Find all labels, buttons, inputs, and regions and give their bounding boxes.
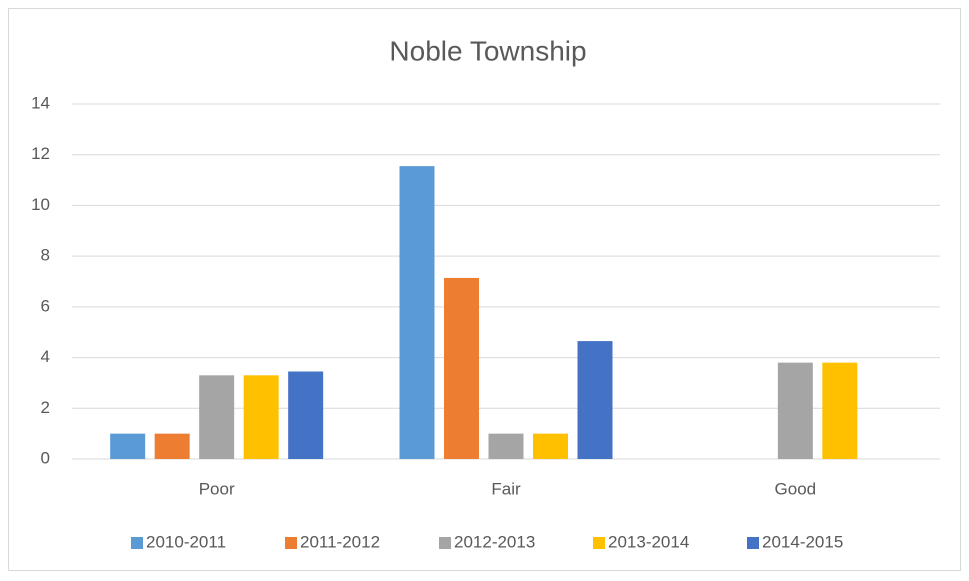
y-tick-label: 2	[41, 398, 50, 417]
legend-label: 2011-2012	[300, 532, 380, 551]
bar	[399, 166, 435, 459]
bar	[444, 277, 479, 459]
bar	[110, 433, 146, 459]
y-tick-label: 10	[31, 195, 50, 214]
legend-label: 2014-2015	[762, 532, 843, 551]
chart-border	[8, 8, 961, 571]
x-tick-label: Poor	[199, 479, 235, 498]
legend-swatch	[285, 537, 297, 549]
legend-label: 2013-2014	[608, 532, 689, 551]
bar	[577, 341, 613, 459]
legend-swatch	[439, 537, 451, 549]
bar	[488, 433, 524, 459]
x-tick-label: Good	[775, 479, 817, 498]
y-tick-label: 4	[41, 347, 50, 366]
legend-swatch	[131, 537, 143, 549]
bar	[533, 433, 568, 459]
y-tick-label: 8	[41, 246, 50, 265]
bar	[822, 362, 858, 459]
y-tick-label: 14	[31, 93, 50, 112]
chart-title: Noble Township	[389, 35, 586, 66]
bar	[243, 375, 279, 459]
bar	[154, 433, 190, 459]
legend-label: 2010-2011	[146, 532, 226, 551]
bar	[199, 375, 235, 459]
legend-swatch	[747, 537, 759, 549]
bar	[777, 362, 813, 459]
y-tick-label: 6	[41, 296, 50, 315]
y-tick-label: 12	[31, 144, 50, 163]
x-tick-label: Fair	[491, 479, 521, 498]
y-tick-label: 0	[41, 448, 50, 467]
bar	[288, 371, 324, 459]
legend-swatch	[593, 537, 605, 549]
legend-label: 2012-2013	[454, 532, 535, 551]
